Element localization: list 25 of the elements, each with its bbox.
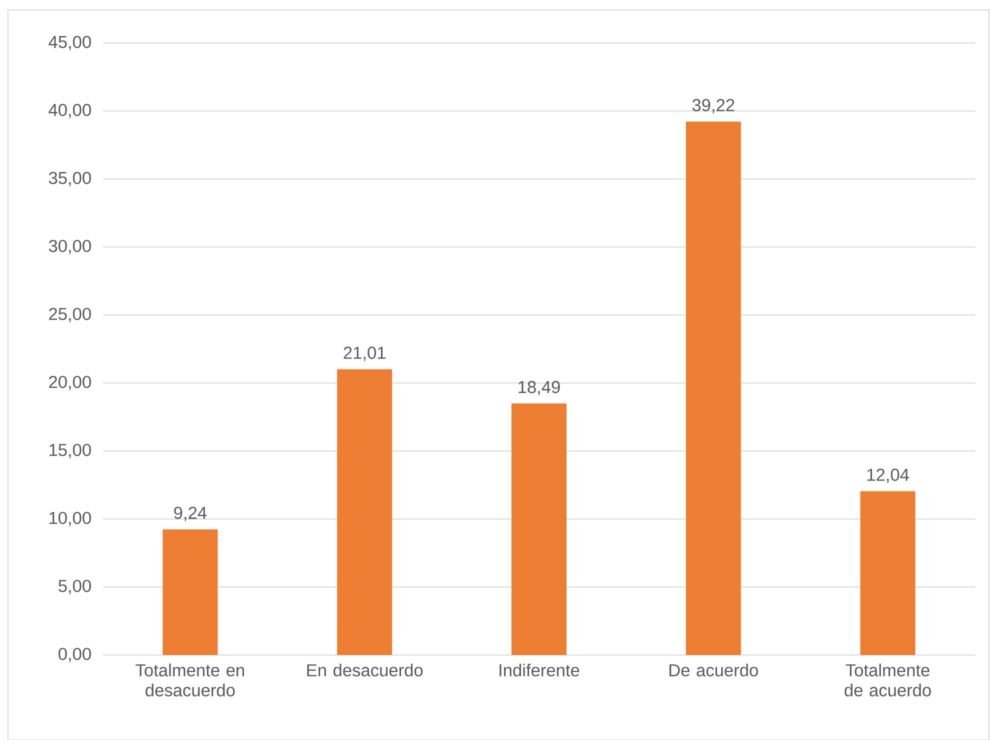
- x-tick-label: En desacuerdo: [307, 663, 423, 676]
- y-tick-label: 40,00: [48, 104, 91, 118]
- x-tick-label: Totalmente en desacuerdo: [136, 663, 244, 696]
- y-tick-label: 35,00: [48, 172, 91, 186]
- y-tick-label: 10,00: [50, 512, 91, 526]
- bar: [162, 529, 218, 655]
- y-tick-label: 0,00: [58, 648, 91, 662]
- data-label: 21,01: [344, 346, 386, 361]
- data-label: 12,04: [867, 468, 909, 483]
- y-tick-label: 20,00: [49, 376, 91, 390]
- y-tick-label: 25,00: [49, 308, 91, 322]
- data-label: 18,49: [518, 380, 560, 396]
- data-label: 39,22: [692, 98, 734, 114]
- y-tick-label: 45,00: [48, 36, 91, 50]
- data-label: 9,24: [174, 506, 207, 521]
- bar: [860, 491, 916, 655]
- x-tick-label: De acuerdo: [670, 663, 758, 676]
- x-tick-label: Totalmente de acuerdo: [844, 663, 931, 696]
- x-tick-label: Indiferente: [500, 663, 580, 676]
- bar: [686, 121, 741, 655]
- y-tick-label: 5,00: [58, 580, 91, 594]
- y-tick-label: 30,00: [48, 240, 91, 254]
- y-tick-label: 15,00: [50, 444, 91, 458]
- bar: [337, 369, 392, 655]
- bar: [512, 403, 567, 655]
